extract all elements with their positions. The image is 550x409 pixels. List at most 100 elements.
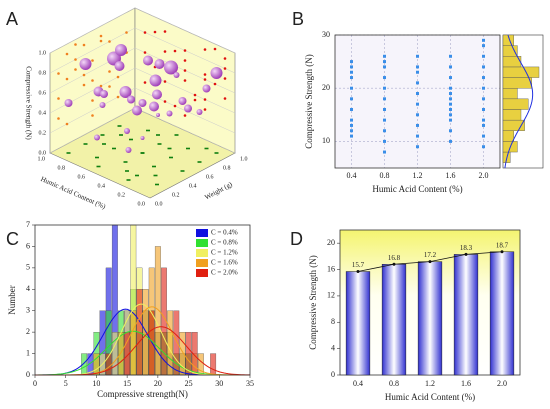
bar	[118, 331, 124, 376]
bubble	[152, 89, 162, 100]
y-tick-label: 0.4	[189, 183, 197, 189]
left-projection	[91, 79, 94, 82]
bubble	[79, 58, 92, 70]
legend-label: C = 1.2%	[211, 249, 238, 257]
floor-projection	[180, 170, 185, 172]
legend-label: C = 1.6%	[211, 259, 238, 267]
bubble	[202, 84, 211, 93]
bubble	[127, 95, 135, 104]
z-tick-label: 0.4	[39, 110, 47, 116]
y-tick-label: 6	[26, 241, 30, 250]
floor-projection	[174, 134, 179, 136]
y-tick-label: 0.8	[223, 165, 231, 171]
right-projection	[213, 82, 217, 86]
value-label: 17.2	[424, 251, 437, 259]
right-projection	[163, 30, 167, 33]
right-projection	[203, 98, 207, 101]
z-tick-label: 0.0	[39, 150, 47, 156]
left-projection	[65, 122, 69, 126]
right-projection	[203, 78, 207, 81]
z-tick-label: 0.8	[39, 70, 47, 76]
point	[350, 65, 353, 69]
floor-projection	[96, 165, 101, 168]
point	[416, 113, 419, 117]
floor-projection	[157, 143, 162, 145]
left-projection	[74, 58, 77, 61]
right-projection	[223, 67, 227, 70]
bar	[167, 310, 174, 376]
floor-projection	[152, 165, 156, 168]
y-tick-label: 20	[322, 83, 330, 92]
point	[350, 70, 353, 74]
floor-projection	[117, 125, 122, 127]
point	[416, 102, 419, 106]
value-label: 18.7	[496, 241, 509, 249]
bubble	[164, 60, 178, 75]
x-tick-label: 5	[64, 379, 68, 388]
bubble	[143, 55, 153, 66]
z-axis-label: Compressive Strength (N)	[24, 66, 32, 140]
z-tick-label: 0.2	[39, 130, 47, 136]
bar	[489, 251, 515, 376]
bubble	[178, 97, 187, 105]
y-tick-label: 8	[331, 317, 335, 326]
x-tick-label: 1.0	[38, 156, 46, 162]
left-projection	[82, 83, 86, 87]
bar	[417, 261, 443, 376]
panel-label: C	[6, 229, 19, 249]
panel-label: D	[290, 229, 303, 249]
floor-projection	[119, 134, 123, 136]
floor-projection	[169, 156, 173, 159]
legend-label: C = 0.4%	[211, 229, 238, 237]
y-tick-label: 12	[327, 291, 335, 300]
floor-projection	[153, 174, 158, 177]
bubble	[184, 104, 192, 113]
grid-line	[49, 107, 136, 154]
x-tick-label: 30	[215, 379, 223, 388]
floor-projection	[102, 143, 106, 145]
x-tick-label: 0.8	[389, 379, 399, 388]
marker	[428, 260, 432, 264]
point	[383, 150, 386, 154]
x-tick-label: 0	[33, 379, 37, 388]
point	[416, 145, 419, 149]
point	[482, 76, 485, 80]
point	[482, 65, 485, 69]
x-tick-label: 0.0	[138, 201, 146, 207]
floor-projection	[112, 147, 116, 150]
x-tick-label: 0.4	[347, 171, 357, 180]
left-projection	[74, 68, 77, 71]
point	[350, 97, 353, 101]
point	[482, 134, 485, 138]
right-projection	[223, 77, 227, 80]
z-tick-label: 1.0	[39, 50, 47, 56]
y-tick-label: 10	[322, 136, 330, 145]
histogram-bar	[502, 109, 522, 121]
x-tick-label: 1.2	[413, 171, 423, 180]
x-tick-label: 0.8	[380, 171, 390, 180]
floor-projection	[125, 170, 129, 172]
bubble	[125, 147, 132, 153]
left-projection	[57, 72, 60, 75]
plot-frame	[34, 224, 251, 376]
right-projection	[183, 49, 187, 52]
floor-projection	[204, 147, 209, 150]
y-tick-label: 30	[322, 30, 330, 39]
y-axis-label: Weight (g)	[203, 180, 234, 201]
floor-projection	[146, 129, 150, 132]
floor-projection	[186, 147, 190, 150]
point	[383, 76, 386, 80]
legend-swatch	[196, 269, 208, 277]
point	[383, 86, 386, 90]
floor-projection	[129, 138, 133, 141]
right-projection	[203, 108, 207, 111]
point	[383, 139, 386, 143]
point	[482, 97, 485, 101]
bubble	[149, 74, 162, 87]
right-projection	[143, 81, 147, 84]
y-axis-label: Compressive Strength (N)	[308, 255, 318, 350]
bubble	[156, 113, 160, 117]
grid-line	[134, 67, 236, 114]
floor-projection	[126, 179, 131, 181]
histogram-bar	[502, 77, 532, 89]
